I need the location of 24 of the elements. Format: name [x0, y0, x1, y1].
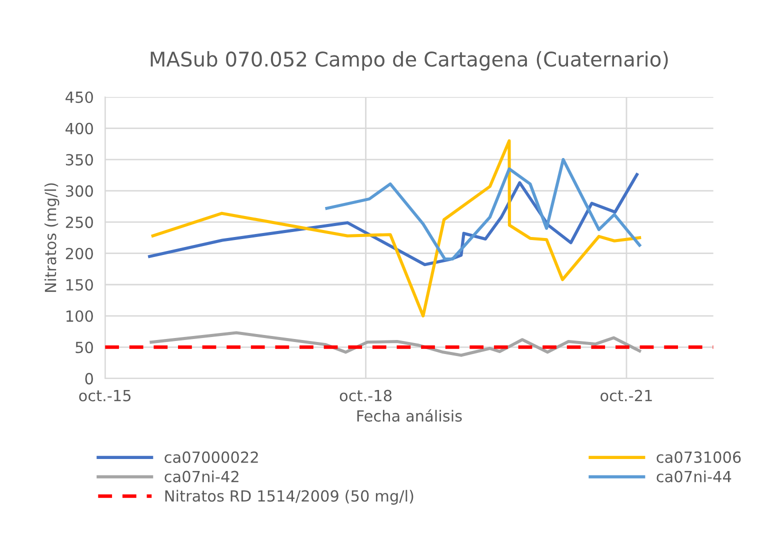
- y-tick-label: 200: [66, 248, 93, 260]
- line-series: [151, 139, 642, 318]
- y-tick-label: 350: [66, 154, 93, 166]
- y-axis-title: Nitratos (mg/l): [44, 183, 60, 292]
- y-tick-label: 250: [66, 216, 93, 228]
- legend-label: ca07ni-42: [164, 470, 238, 482]
- y-tick-label: 300: [66, 185, 93, 197]
- x-tick-label: oct.-21: [600, 390, 652, 402]
- y-tick-label: 450: [66, 91, 93, 104]
- x-axis-title: Fecha análisis: [357, 409, 462, 422]
- legend-label: Nitratos RD 1514/2009 (50 mg/l): [165, 490, 414, 505]
- x-tick-label: oct.-15: [79, 390, 131, 402]
- y-tick-label: 50: [76, 342, 93, 354]
- x-tick-label: oct.-18: [340, 390, 392, 402]
- chart-title: MASub 070.052 Campo de Cartagena (Cuaternario): [150, 51, 668, 71]
- y-tick-label: 400: [66, 122, 93, 134]
- y-tick-label: 100: [66, 310, 93, 322]
- legend-label: ca07ni-44: [656, 470, 732, 482]
- line-series: [150, 331, 642, 357]
- y-tick-label: 0: [85, 372, 93, 384]
- legend-label: ca0731006: [656, 451, 741, 463]
- line-series: [325, 158, 642, 261]
- legend-label: ca07000022: [164, 451, 258, 463]
- y-tick-label: 150: [66, 279, 93, 291]
